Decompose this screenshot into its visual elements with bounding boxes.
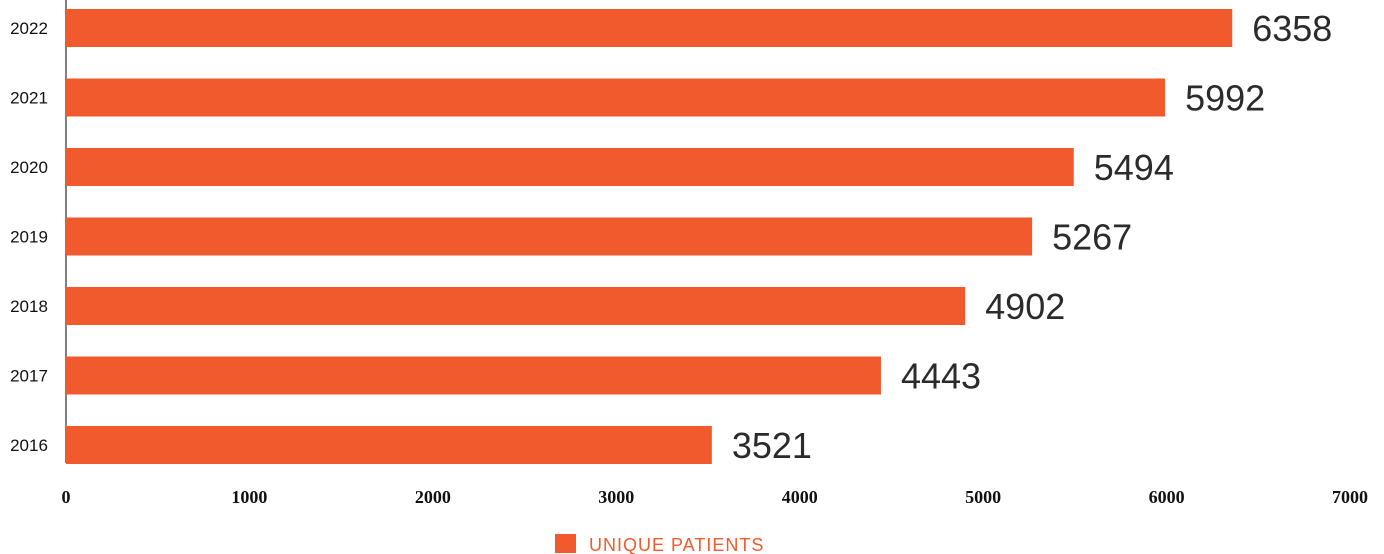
category-label-2019: 2019 bbox=[10, 228, 48, 247]
value-label-2016: 3521 bbox=[732, 425, 812, 466]
value-label-2019: 5267 bbox=[1052, 217, 1132, 258]
value-label-2017: 4443 bbox=[901, 356, 981, 397]
legend-label: UNIQUE PATIENTS bbox=[589, 535, 764, 554]
legend: UNIQUE PATIENTS bbox=[555, 534, 764, 554]
x-tick-label-7000: 7000 bbox=[1332, 487, 1368, 507]
value-label-2018: 4902 bbox=[985, 286, 1065, 327]
x-tick-label-5000: 5000 bbox=[965, 487, 1001, 507]
bar-2020 bbox=[66, 148, 1074, 186]
legend-swatch bbox=[555, 534, 576, 553]
category-label-2018: 2018 bbox=[10, 297, 48, 316]
bar-2016 bbox=[66, 426, 712, 464]
bar-2022 bbox=[66, 9, 1233, 47]
x-tick-label-3000: 3000 bbox=[598, 487, 634, 507]
x-tick-label-0: 0 bbox=[62, 487, 71, 507]
x-tick-label-2000: 2000 bbox=[415, 487, 451, 507]
bar-2021 bbox=[66, 78, 1166, 117]
category-label-2016: 2016 bbox=[10, 436, 48, 455]
value-label-2022: 6358 bbox=[1252, 8, 1332, 49]
value-label-2020: 5494 bbox=[1094, 147, 1174, 188]
bar-2018 bbox=[66, 287, 966, 325]
value-label-2021: 5992 bbox=[1185, 78, 1265, 119]
category-label-2020: 2020 bbox=[10, 158, 48, 177]
category-label-2017: 2017 bbox=[10, 367, 48, 386]
x-tick-label-1000: 1000 bbox=[231, 487, 267, 507]
category-labels-layer: 2022 2021 2020 2019 2018 2017 2016 bbox=[10, 19, 48, 455]
x-tick-label-4000: 4000 bbox=[782, 487, 818, 507]
category-label-2022: 2022 bbox=[10, 19, 48, 38]
bar-2017 bbox=[66, 356, 881, 395]
x-ticks-layer: 0 1000 2000 3000 4000 5000 6000 7000 bbox=[62, 487, 1369, 507]
x-tick-label-6000: 6000 bbox=[1149, 487, 1185, 507]
category-label-2021: 2021 bbox=[10, 89, 48, 108]
bar-2019 bbox=[66, 217, 1033, 256]
bars-layer bbox=[66, 9, 1233, 464]
